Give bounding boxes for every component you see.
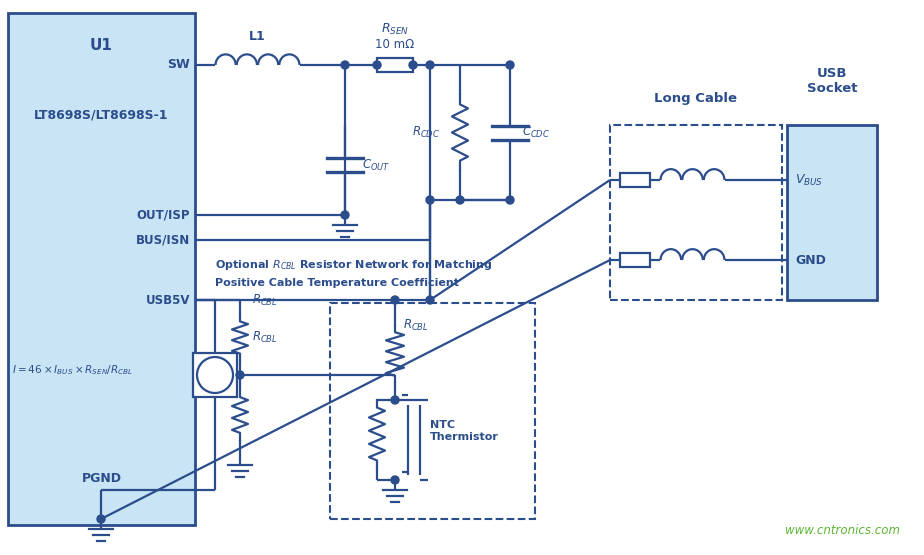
Circle shape [409, 61, 417, 69]
Text: $I = 46 \times I_{BUS} \times R_{SEN}/R_{CBL}$: $I = 46 \times I_{BUS} \times R_{SEN}/R_… [12, 363, 133, 377]
Circle shape [197, 357, 233, 393]
Circle shape [341, 61, 349, 69]
Bar [620, 253, 650, 267]
Text: L1: L1 [249, 30, 266, 43]
Text: USB5V: USB5V [145, 294, 190, 306]
Text: PGND: PGND [81, 472, 121, 485]
Text: $R_{CBL}$: $R_{CBL}$ [252, 292, 277, 307]
Circle shape [506, 196, 514, 204]
Text: GND: GND [795, 254, 826, 266]
Bar [620, 173, 650, 187]
Circle shape [426, 196, 434, 204]
Circle shape [456, 196, 464, 204]
Text: www.cntronics.com: www.cntronics.com [785, 524, 900, 537]
Text: $R_{SEN}$: $R_{SEN}$ [381, 22, 409, 37]
Text: $R_{CBL}$: $R_{CBL}$ [403, 318, 429, 333]
Text: Positive Cable Temperature Coefficient: Positive Cable Temperature Coefficient [215, 278, 459, 288]
Bar [610, 125, 782, 300]
Text: Optional $R_{CBL}$ Resistor Network for Matching: Optional $R_{CBL}$ Resistor Network for … [215, 258, 492, 272]
Circle shape [236, 371, 244, 379]
Circle shape [97, 515, 105, 523]
Circle shape [373, 61, 381, 69]
Text: U1: U1 [90, 38, 113, 53]
Text: $C_{CDC}$: $C_{CDC}$ [522, 125, 550, 140]
Text: SW: SW [167, 58, 190, 72]
Bar [330, 303, 535, 519]
Text: OUT/ISP: OUT/ISP [137, 209, 190, 221]
Circle shape [426, 61, 434, 69]
Circle shape [506, 61, 514, 69]
Text: NTC
Thermistor: NTC Thermistor [430, 420, 499, 442]
Bar [8, 13, 195, 525]
Circle shape [391, 396, 399, 404]
Text: $R_{CDC}$: $R_{CDC}$ [412, 125, 440, 140]
Bar [377, 58, 413, 72]
Text: $C_{OUT}$: $C_{OUT}$ [362, 158, 390, 173]
Text: BUS/ISN: BUS/ISN [136, 234, 190, 246]
Text: LT8698S/LT8698S-1: LT8698S/LT8698S-1 [34, 108, 169, 122]
Text: $R_{CBL}$: $R_{CBL}$ [252, 330, 277, 345]
Bar [193, 353, 237, 397]
Circle shape [391, 476, 399, 484]
Text: Long Cable: Long Cable [654, 92, 737, 105]
Text: $V_{BUS}$: $V_{BUS}$ [795, 173, 823, 188]
Circle shape [391, 296, 399, 304]
Circle shape [426, 296, 434, 304]
Text: 10 mΩ: 10 mΩ [375, 38, 415, 51]
Bar [787, 125, 877, 300]
Circle shape [341, 211, 349, 219]
Text: USB
Socket: USB Socket [807, 67, 857, 95]
